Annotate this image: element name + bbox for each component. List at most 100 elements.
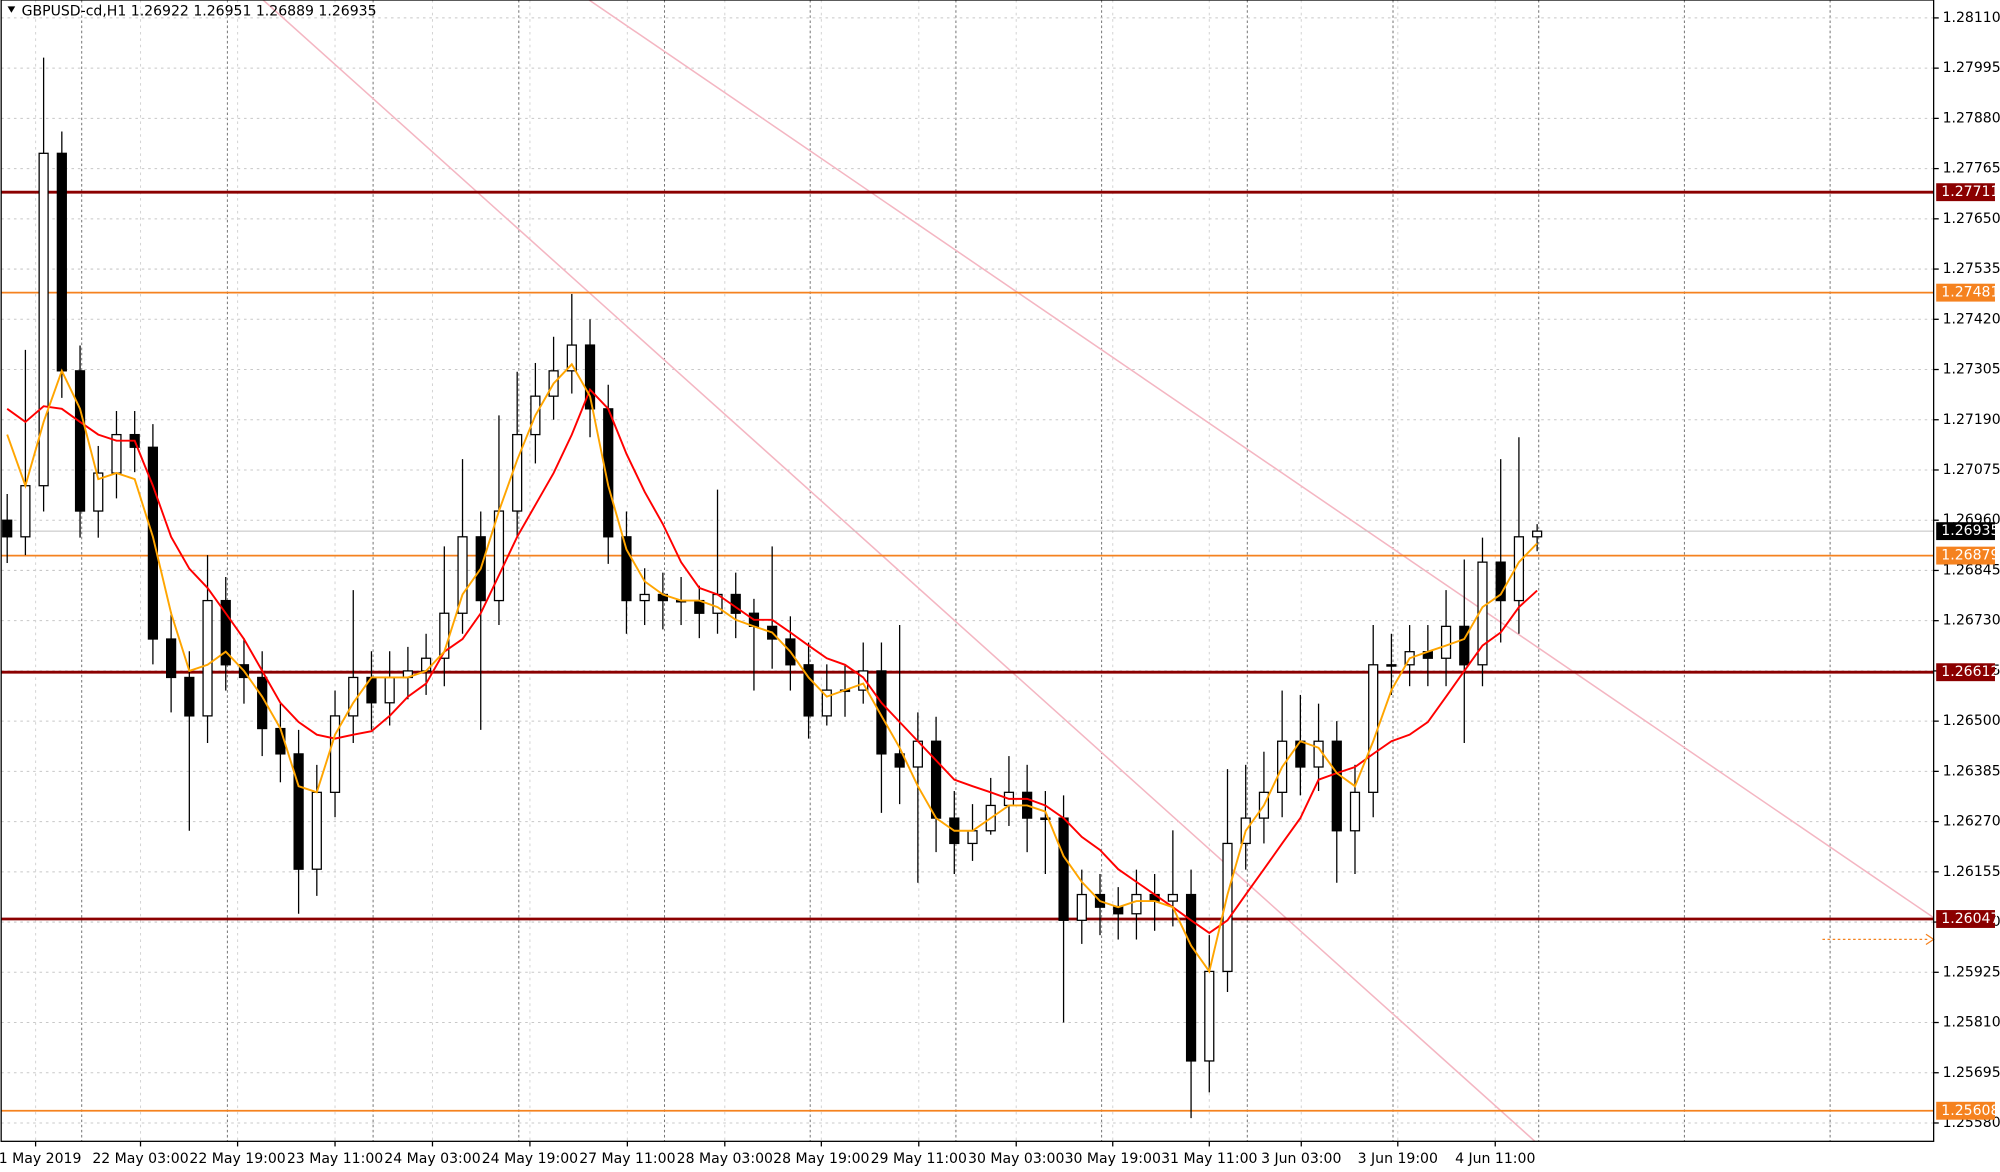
candle-body (38, 152, 49, 487)
candle-body (220, 599, 231, 666)
candle-body (1386, 664, 1397, 667)
trend-line (588, 0, 1935, 919)
y-tick-label: 1.27420 (1943, 311, 2000, 327)
candle-body (1331, 740, 1342, 832)
candle-body (584, 344, 596, 410)
levels (1, 190, 1934, 1112)
candle-body (876, 670, 887, 755)
y-tick-label: 1.27075 (1943, 462, 2000, 478)
price-tag-label: 1.26047 (1941, 911, 1999, 927)
y-tick-label: 1.26500 (1943, 713, 2000, 729)
candle-body (1368, 664, 1379, 793)
y-tick-label: 1.27880 (1943, 110, 2000, 126)
candle-body (967, 830, 978, 845)
price-tag-label: 1.27481 (1941, 285, 1999, 301)
x-tick-label: 24 May 19:00 (482, 1151, 578, 1167)
axes: 1.28110 1.27995 1.27880 1.27765 1.27650 1.275… (0, 10, 2000, 1167)
x-tick-label: 31 May 11:00 (1161, 1151, 1257, 1167)
candle-body (93, 472, 104, 512)
x-tick-label: 28 May 03:00 (677, 1151, 773, 1167)
y-tick-label: 1.26155 (1943, 864, 2000, 880)
candle-body (930, 740, 942, 819)
candle-body (1313, 740, 1324, 768)
y-tick-label: 1.28110 (1943, 10, 2000, 26)
price-tag (1936, 522, 1995, 541)
x-tick-label: 3 Jun 03:00 (1261, 1151, 1341, 1167)
candle-body (420, 657, 432, 672)
candle-body (20, 485, 31, 538)
price-tag-label: 1.26612 (1941, 664, 1999, 680)
trend-line (262, 0, 1536, 1142)
price-tag (1936, 546, 1995, 565)
chart-title: GBPUSD-cd,H1 1.26922 1.26951 1.26889 1.2… (22, 4, 377, 20)
candle-body (858, 670, 869, 691)
title-icon (7, 6, 16, 13)
price-tag (1936, 283, 1995, 302)
price-tag (1936, 663, 1995, 682)
candle-body (621, 536, 632, 602)
price-tag-label: 1.26935 (1941, 523, 1999, 539)
candle-body (202, 599, 213, 717)
candle-body (639, 593, 650, 602)
candle-body (1440, 625, 1452, 659)
candle-body (803, 664, 814, 717)
x-tick-label: 29 May 11:00 (871, 1151, 967, 1167)
y-tick-label: 1.26730 (1943, 613, 2000, 629)
price-tag (1936, 910, 1995, 928)
price-tag (1936, 1101, 1995, 1120)
y-tick-label: 1.27305 (1943, 362, 2000, 378)
x-tick-label: 27 May 11:00 (579, 1151, 675, 1167)
candle-body (1040, 817, 1051, 821)
y-tick-label: 1.26845 (1943, 562, 2000, 578)
x-tick-label: 3 Jun 19:00 (1358, 1151, 1438, 1167)
candle-body (1532, 530, 1543, 538)
candle-body (566, 344, 577, 372)
candle-body (1131, 893, 1142, 915)
y-tick-label: 1.27765 (1943, 161, 2000, 177)
x-tick-label: 23 May 11:00 (287, 1151, 383, 1167)
price-tag (1936, 183, 1995, 202)
y-tick-label: 1.27995 (1943, 60, 2000, 76)
moving-average (6, 362, 1538, 974)
x-tick-label: 28 May 19:00 (773, 1151, 869, 1167)
candle-body (894, 753, 905, 768)
candle-body (1204, 970, 1215, 1062)
x-tick-label: 30 May 03:00 (968, 1151, 1064, 1167)
candle-body (1495, 561, 1506, 602)
candle-body (1349, 791, 1361, 832)
y-tick-label: 1.27535 (1943, 261, 2000, 277)
candle-body (512, 433, 523, 512)
moving-average (6, 387, 1538, 935)
candle-body (1058, 817, 1069, 921)
candle-body (56, 152, 67, 372)
x-tick-label: 24 May 03:00 (384, 1151, 480, 1167)
candle-body (1222, 842, 1233, 973)
price-tag-label: 1.26879 (1941, 548, 1999, 564)
candle-body (1185, 893, 1197, 1062)
candle-body (821, 689, 832, 717)
x-tick-label: 22 May 19:00 (189, 1151, 285, 1167)
plot (2, 57, 1543, 1119)
price-tag-label: 1.25608 (1941, 1103, 1999, 1119)
candle-body (457, 536, 468, 614)
candle-body (1167, 893, 1178, 902)
price-tag-label: 1.27711 (1941, 184, 1999, 200)
y-tick-label: 1.25810 (1943, 1015, 2000, 1031)
candle-body (147, 446, 159, 640)
y-tick-label: 1.25925 (1943, 964, 2000, 980)
y-tick-label: 1.26385 (1943, 763, 2000, 779)
x-tick-label: 4 Jun 11:00 (1455, 1151, 1535, 1167)
x-tick-label: 21 May 2019 (0, 1151, 81, 1167)
y-tick-label: 1.27650 (1943, 211, 2000, 227)
candle-body (2, 519, 13, 538)
candle-body (166, 638, 177, 679)
candle-body (293, 753, 304, 870)
y-tick-label: 1.26270 (1943, 814, 2000, 830)
y-tick-label: 1.25695 (1943, 1065, 2000, 1081)
candle-body (1459, 625, 1470, 666)
x-tick-label: 22 May 03:00 (92, 1151, 188, 1167)
candle-body (1076, 893, 1087, 921)
